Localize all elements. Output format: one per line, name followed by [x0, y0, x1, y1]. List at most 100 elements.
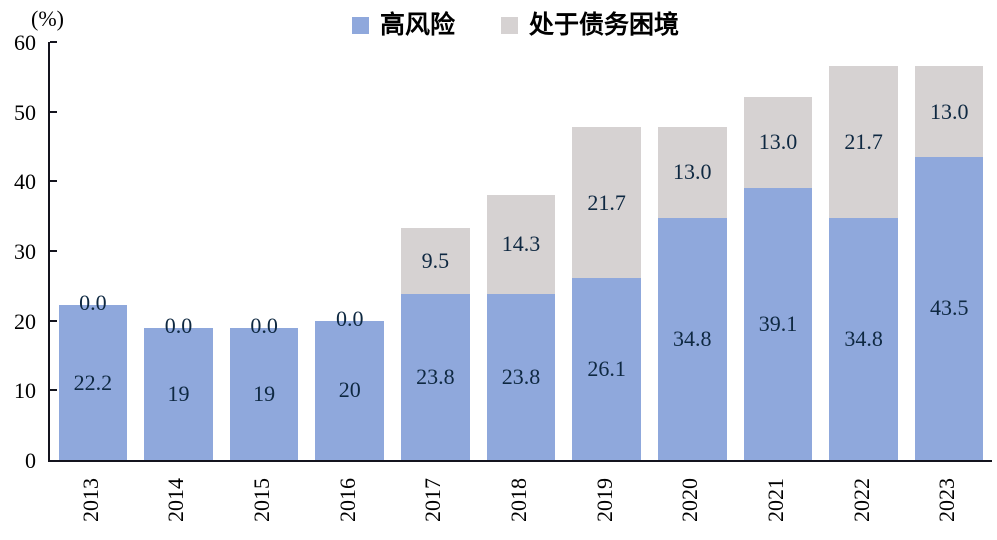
bar-segment-high-risk: 20	[315, 320, 384, 460]
bar-group-2017: 9.5 23.8	[401, 228, 470, 460]
x-tick-label: 2017	[420, 478, 446, 522]
x-tick-label: 2015	[249, 478, 275, 522]
y-tick-mark	[50, 319, 57, 322]
bar-segment-debt-distress: 21.7	[572, 127, 641, 279]
bar-group-2022: 21.7 34.8	[829, 66, 898, 460]
x-label-slot: 2013	[48, 462, 134, 538]
y-tick-label: 60	[14, 30, 36, 55]
y-tick-mark	[50, 110, 57, 113]
bar-group-2021: 13.0 39.1	[743, 97, 813, 460]
bar-label-debt-distress: 0.0	[250, 312, 278, 338]
bar-label-debt-distress: 21.7	[844, 128, 883, 154]
x-label-slot: 2018	[476, 462, 562, 538]
y-tick-mark	[50, 389, 57, 392]
y-tick-mark	[50, 180, 57, 183]
bar-label-high-risk: 34.8	[844, 325, 883, 351]
x-label-slot: 2014	[134, 462, 220, 538]
bar-label-high-risk: 26.1	[587, 356, 626, 382]
bar-slot: 13.0 34.8	[649, 42, 735, 460]
bar-label-high-risk: 22.2	[73, 369, 113, 395]
x-tick-label: 2023	[934, 478, 960, 522]
bar-segment-debt-distress: 13.0	[914, 66, 984, 157]
x-axis-line	[48, 460, 992, 462]
bar-segment-high-risk: 19	[229, 327, 299, 460]
bar-label-debt-distress: 0.0	[164, 312, 193, 338]
bar-segment-high-risk: 34.8	[829, 217, 898, 460]
bar-label-debt-distress: 0.0	[79, 290, 107, 316]
x-tick-label: 2018	[506, 478, 532, 522]
bar-segment-debt-distress: 13.0	[658, 127, 727, 218]
x-label-slot: 2020	[647, 462, 733, 538]
bar-label-high-risk: 20	[338, 377, 361, 403]
x-label-slot: 2022	[819, 462, 905, 538]
bar-segment-debt-distress: 9.5	[401, 228, 470, 295]
legend-label-debt-distress: 处于债务困境	[529, 11, 680, 39]
bar-group-2020: 13.0 34.8	[658, 127, 727, 460]
chart-legend: 高风险 处于债务困境	[352, 13, 679, 38]
y-axis-labels: 0 10 20 30 40 50 60	[0, 32, 40, 472]
bar-slot: 9.5 23.8	[393, 42, 479, 460]
x-tick-label: 2022	[848, 478, 874, 522]
bar-group-2015: 0.0 19	[229, 314, 299, 460]
bar-label-debt-distress: 9.5	[421, 248, 450, 274]
bar-slot: 0.0 22.2	[50, 42, 136, 460]
bar-group-2019: 21.7 26.1	[572, 127, 641, 460]
x-tick-label: 2013	[77, 478, 103, 522]
y-tick-label: 20	[14, 308, 36, 334]
bar-segment-debt-distress: 21.7	[829, 66, 898, 218]
bar-label-high-risk: 23.8	[501, 364, 541, 390]
bar-label-high-risk: 23.8	[416, 364, 455, 390]
bar-slot: 21.7 34.8	[821, 42, 907, 460]
bar-label-high-risk: 43.5	[929, 295, 969, 321]
bar-slot: 14.3 23.8	[478, 42, 564, 460]
bar-slot: 13.0 43.5	[906, 42, 992, 460]
x-label-slot: 2015	[219, 462, 305, 538]
x-label-slot: 2023	[904, 462, 990, 538]
bar-segment-high-risk: 43.5	[914, 156, 984, 460]
bar-segment-high-risk: 23.8	[486, 294, 556, 460]
bar-segment-high-risk: 39.1	[743, 187, 813, 460]
x-label-slot: 2016	[305, 462, 391, 538]
bar-group-2014: 0.0 19	[144, 314, 213, 460]
bar-segment-high-risk: 26.1	[572, 278, 641, 460]
bar-segment-high-risk: 22.2	[58, 305, 128, 460]
y-tick-label: 40	[14, 169, 36, 195]
bar-slot: 0.0 19	[221, 42, 307, 460]
x-tick-label: 2016	[334, 478, 360, 522]
bar-label-high-risk: 34.8	[673, 325, 712, 351]
bar-segment-high-risk: 34.8	[658, 217, 727, 460]
x-label-slot: 2021	[733, 462, 819, 538]
bar-label-debt-distress: 13.0	[673, 159, 712, 185]
plot-area: 0.0 22.2 0.0 19 0.0 19 0.0 20 9.5 23.8 14.3 23.8 21.…	[48, 41, 992, 462]
bar-group-2018: 14.3 23.8	[486, 194, 556, 460]
y-tick-label: 30	[14, 239, 36, 264]
y-tick-mark	[50, 41, 57, 43]
bar-label-high-risk: 19	[167, 380, 190, 406]
bars-container: 0.0 22.2 0.0 19 0.0 19 0.0 20 9.5 23.8 14.3 23.8 21.…	[50, 42, 992, 460]
bar-segment-high-risk: 23.8	[401, 294, 470, 460]
bar-group-2013: 0.0 22.2	[58, 292, 128, 460]
bar-slot: 13.0 39.1	[735, 42, 821, 460]
x-axis-labels: 2013 2014 2015 2016 2017 2018 2019 2020 2021 2022…	[48, 462, 990, 538]
bar-label-debt-distress: 14.3	[501, 231, 541, 257]
x-label-slot: 2019	[562, 462, 648, 538]
legend-swatch-debt-distress	[501, 17, 519, 34]
bar-label-high-risk: 19	[253, 380, 276, 406]
x-tick-label: 2021	[762, 478, 788, 522]
bar-slot: 0.0 19	[136, 42, 222, 460]
legend-item-debt-distress: 处于债务困境	[501, 13, 679, 38]
legend-item-high-risk: 高风险	[352, 13, 455, 38]
bar-label-debt-distress: 0.0	[335, 305, 364, 331]
x-tick-label: 2014	[163, 478, 189, 522]
bar-label-debt-distress: 21.7	[587, 189, 626, 215]
bar-slot: 21.7 26.1	[564, 42, 650, 460]
bar-label-debt-distress: 13.0	[929, 98, 969, 124]
bar-segment-debt-distress: 14.3	[486, 194, 556, 295]
y-axis-unit-label: (%)	[31, 6, 64, 31]
y-tick-label: 50	[14, 99, 36, 125]
x-label-slot: 2017	[391, 462, 477, 538]
bar-segment-high-risk: 19	[144, 327, 213, 460]
y-tick-mark	[50, 250, 57, 252]
bar-slot: 0.0 20	[307, 42, 393, 460]
x-tick-label: 2020	[677, 478, 703, 522]
